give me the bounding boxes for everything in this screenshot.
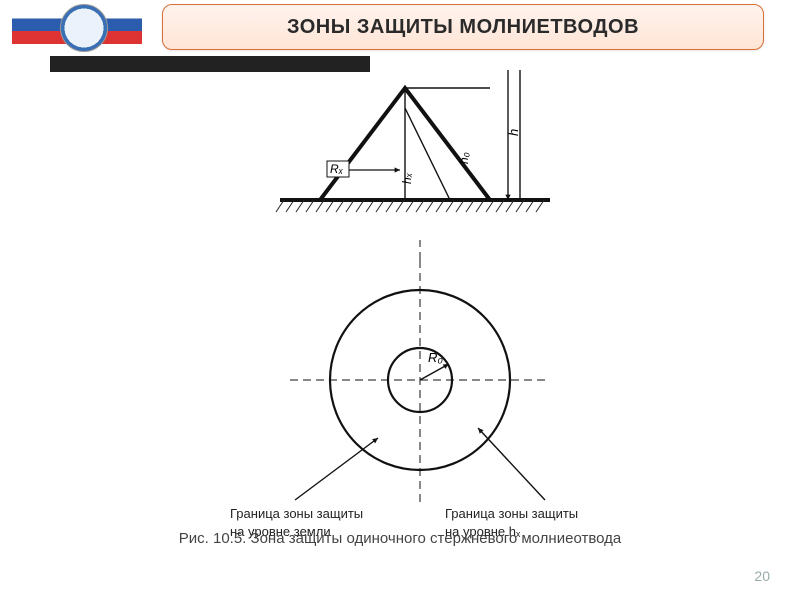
svg-text:Rₓ: Rₓ bbox=[330, 162, 344, 176]
caption-text: Зона защиты одиночного стержневого молни… bbox=[251, 530, 622, 547]
svg-text:R₀: R₀ bbox=[428, 350, 443, 365]
protection-zone-figure: Rₓhₓh₀hR₀ Граница зоны защиты на уровне … bbox=[220, 70, 640, 570]
svg-text:h₀: h₀ bbox=[457, 152, 471, 164]
page-number: 20 bbox=[754, 568, 770, 584]
annotation-left-line1: Граница зоны защиты bbox=[230, 505, 363, 523]
diagram-svg: Rₓ hₓ h₀ h R₀ bbox=[220, 70, 640, 540]
emblem-icon bbox=[60, 4, 108, 52]
slide-title: ЗОНЫ ЗАЩИТЫ МОЛНИЕТВОДОВ bbox=[287, 16, 639, 39]
svg-text:h: h bbox=[506, 129, 521, 136]
caption-number: 10.5. bbox=[213, 530, 246, 547]
annotation-right-line1: Граница зоны защиты bbox=[445, 505, 578, 523]
caption-prefix: Рис. bbox=[179, 530, 209, 547]
slide-title-banner: ЗОНЫ ЗАЩИТЫ МОЛНИЕТВОДОВ bbox=[162, 4, 764, 50]
svg-text:hₓ: hₓ bbox=[400, 172, 414, 184]
figure-caption: Рис. 10.5. Зона защиты одиночного стержн… bbox=[110, 530, 690, 547]
